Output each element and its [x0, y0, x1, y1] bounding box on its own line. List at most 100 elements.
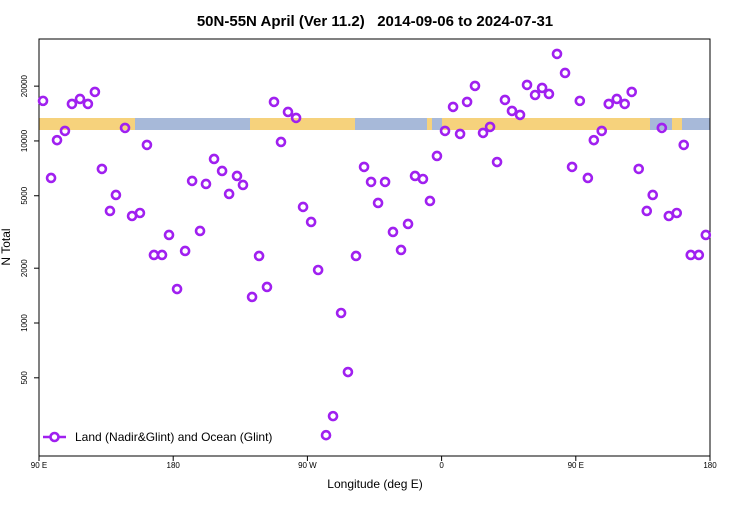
data-point: [447, 101, 459, 113]
data-point: [611, 93, 623, 105]
data-point: [588, 134, 600, 146]
x-axis-label: Longitude (deg E): [327, 477, 422, 491]
x-tick-label: 0: [439, 461, 444, 470]
data-point: [237, 179, 249, 191]
data-point: [379, 176, 391, 188]
data-point: [514, 109, 526, 121]
ocean-strip: [432, 118, 442, 130]
data-point: [700, 229, 712, 241]
data-point: [275, 136, 287, 148]
data-point: [231, 170, 243, 182]
data-point: [89, 86, 101, 98]
data-point: [350, 250, 362, 262]
data-point: [559, 67, 571, 79]
y-tick-label: 5000: [20, 186, 29, 204]
data-point: [454, 128, 466, 140]
data-point: [282, 106, 294, 118]
data-point: [194, 225, 206, 237]
legend-label: Land (Nadir&Glint) and Ocean (Glint): [75, 430, 272, 444]
y-axis-label: N Total: [0, 228, 13, 265]
data-point: [37, 95, 49, 107]
data-point: [51, 134, 63, 146]
data-point: [45, 172, 57, 184]
y-tick-label: 1000: [20, 314, 29, 332]
data-point: [693, 249, 705, 261]
data-point: [536, 82, 548, 94]
data-point: [110, 189, 122, 201]
data-point: [186, 175, 198, 187]
data-point: [506, 105, 518, 117]
data-point: [82, 98, 94, 110]
data-point: [335, 307, 347, 319]
x-tick-label: 90 W: [298, 461, 317, 470]
data-point: [253, 250, 265, 262]
data-point: [603, 98, 615, 110]
data-point: [656, 122, 668, 134]
plot-frame: [38, 38, 711, 457]
data-point: [641, 205, 653, 217]
data-point: [461, 96, 473, 108]
data-point: [171, 283, 183, 295]
data-point: [290, 112, 302, 124]
data-point: [633, 163, 645, 175]
y-tick-label: 2000: [20, 259, 29, 277]
data-point: [491, 156, 503, 168]
data-point: [104, 205, 116, 217]
data-point: [156, 249, 168, 261]
data-point: [619, 98, 631, 110]
data-point: [469, 80, 481, 92]
ocean-strip: [355, 118, 427, 130]
data-point: [268, 96, 280, 108]
data-point: [424, 195, 436, 207]
data-point: [521, 79, 533, 91]
data-point: [387, 226, 399, 238]
data-point: [477, 127, 489, 139]
data-point: [395, 244, 407, 256]
data-point: [312, 264, 324, 276]
data-point: [365, 176, 377, 188]
data-point: [66, 98, 78, 110]
data-point: [216, 165, 228, 177]
data-point: [327, 410, 339, 422]
ocean-strip: [682, 118, 710, 130]
x-tick-label: 180: [167, 461, 181, 470]
data-point: [402, 218, 414, 230]
data-point: [297, 201, 309, 213]
data-point: [439, 125, 451, 137]
y-tick-label: 500: [20, 371, 29, 385]
data-point: [246, 291, 258, 303]
x-tick-label: 90 E: [568, 461, 584, 470]
y-tick-label: 10000: [20, 129, 29, 152]
y-tick-label: 20000: [20, 74, 29, 97]
legend-marker: [49, 431, 60, 443]
data-point: [223, 188, 235, 200]
data-point: [320, 429, 332, 441]
data-point: [678, 139, 690, 151]
data-point: [431, 150, 443, 162]
x-tick-label: 180: [703, 461, 717, 470]
data-point: [163, 229, 175, 241]
data-point: [74, 93, 86, 105]
data-point: [261, 281, 273, 293]
data-point: [566, 161, 578, 173]
data-point: [671, 207, 683, 219]
data-point: [417, 173, 429, 185]
data-point: [574, 95, 586, 107]
data-point: [200, 178, 212, 190]
data-point: [626, 86, 638, 98]
data-point: [499, 94, 511, 106]
data-point: [596, 125, 608, 137]
data-point: [119, 122, 131, 134]
data-point: [484, 121, 496, 133]
chart-title: 50N-55N April (Ver 11.2) 2014-09-06 to 2…: [197, 13, 553, 30]
x-tick-label: 90 E: [31, 461, 47, 470]
data-point: [179, 245, 191, 257]
data-point: [529, 89, 541, 101]
data-point: [96, 163, 108, 175]
data-point: [543, 88, 555, 100]
land-ocean-strip: [39, 118, 710, 130]
data-point: [647, 189, 659, 201]
data-point: [208, 153, 220, 165]
